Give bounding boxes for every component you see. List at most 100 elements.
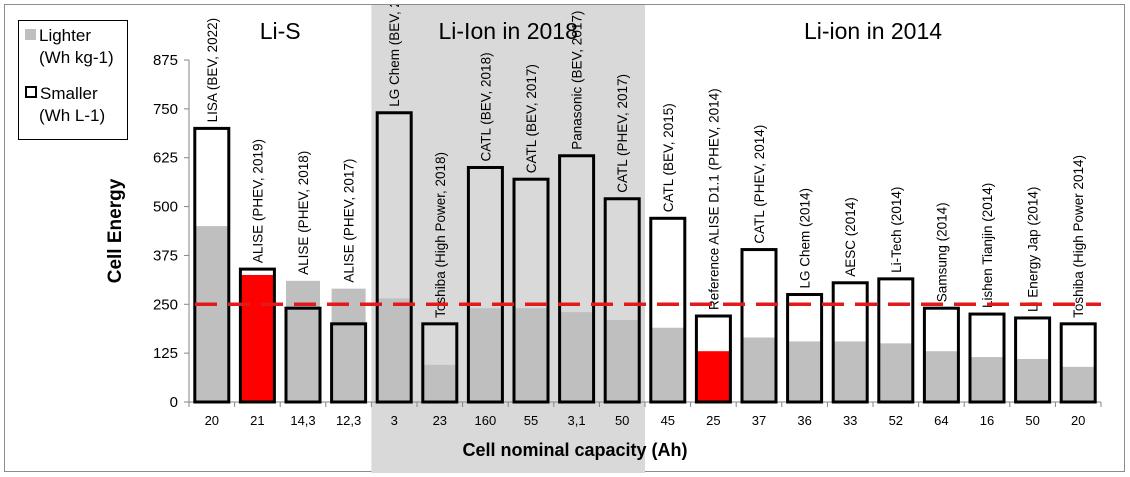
bar-label: ALISE (PHEV, 2019) (250, 139, 265, 263)
bar-gravimetric (422, 364, 457, 402)
x-tick-label: 20 (205, 413, 219, 428)
bar-volumetric (238, 267, 276, 404)
bar-volumetric (603, 197, 641, 404)
bar-label: AESC (2014) (843, 197, 858, 277)
y-tick-label: 500 (153, 199, 178, 216)
y-tick-label: 875 (153, 52, 178, 69)
bar-label: ALISE (PHEV, 2018) (296, 151, 311, 275)
y-tick-label: 0 (170, 394, 178, 411)
legend-sublabel: (Wh kg-1) (39, 48, 114, 67)
x-tick-label: 25 (706, 413, 720, 428)
bar-label: Toshiba (High Power, 2018) (433, 152, 448, 318)
bar-label: Li Energy Jap (2014) (1026, 187, 1041, 312)
bar-volumetric (649, 216, 687, 404)
bar-label: CATL (BEV, 2015) (661, 103, 676, 212)
x-axis-title: Cell nominal capacity (Ah) (462, 440, 687, 460)
bar-volumetric (1059, 322, 1097, 404)
group-title: Li-Ion in 2018 (439, 18, 578, 44)
x-tick-label: 36 (797, 413, 811, 428)
x-tick-label: 37 (752, 413, 766, 428)
legend-sublabel: (Wh L-1) (39, 106, 106, 125)
legend-swatch-gray (25, 29, 36, 40)
x-tick-label: 12,3 (336, 413, 361, 428)
bar-label: LISA (BEV, 2022) (205, 18, 220, 123)
x-tick-label: 50 (1025, 413, 1039, 428)
bar-gravimetric (377, 298, 412, 402)
x-tick-label: 21 (250, 413, 264, 428)
bar-gravimetric (1015, 359, 1050, 402)
group-shade (371, 5, 645, 473)
bar-gravimetric (1061, 366, 1096, 402)
bar-volumetric (284, 306, 322, 404)
bar-label: Lishen Tianjin (2014) (980, 183, 995, 308)
x-tick-label: 16 (980, 413, 994, 428)
x-tick-label: 55 (524, 413, 538, 428)
y-axis-title: Cell Energy (105, 178, 126, 283)
legend-label: Smaller (40, 84, 98, 103)
y-tick-label: 625 (153, 150, 178, 167)
x-tick-label: 45 (661, 413, 675, 428)
bar-volumetric (558, 154, 596, 404)
bar-gravimetric (194, 226, 229, 402)
legend-item-lighter: Lighter (Wh kg-1) (25, 25, 114, 69)
bar-gravimetric (331, 288, 366, 402)
bar-label: Samsung (2014) (934, 202, 949, 302)
x-tick-label: 64 (934, 413, 948, 428)
legend-label: Lighter (39, 26, 91, 45)
bar-gravimetric (742, 337, 776, 402)
bar-volumetric (330, 322, 368, 404)
legend-item-smaller: Smaller (Wh L-1) (25, 83, 105, 127)
bar-label: CATL (BEV, 2017) (524, 64, 539, 173)
legend-swatch-outline (25, 86, 37, 98)
bar-volumetric (193, 126, 231, 404)
y-tick-label: 125 (153, 345, 178, 362)
group-title: Li-ion in 2014 (804, 18, 942, 44)
bar-volumetric (694, 314, 732, 404)
x-tick-label: 23 (433, 413, 447, 428)
bar-chart: Li-S Li-Ion in 2018 Li-ion in 2014 0 125 250 3… (105, 5, 1102, 473)
bar-volumetric (831, 281, 869, 404)
y-tick-label: 250 (153, 296, 178, 313)
x-tick-label: 14,3 (290, 413, 315, 428)
x-tick-label: 20 (1071, 413, 1085, 428)
bar-label: Li-Tech (2014) (889, 187, 904, 273)
bar-volumetric (740, 248, 778, 404)
bar-label: LG Chem (BEV, 2018) (387, 5, 402, 107)
bar-gravimetric (970, 357, 1004, 402)
bar-volumetric (421, 322, 459, 404)
bar-label: Panasonic (BEV, 2017) (570, 11, 585, 150)
bar-volumetric (877, 277, 915, 404)
bar-gravimetric (833, 341, 868, 402)
bar-gravimetric (787, 341, 822, 402)
bar-gravimetric (286, 280, 320, 402)
x-tick-label: 3,1 (568, 413, 586, 428)
x-tick-label: 33 (843, 413, 857, 428)
legend: Lighter (Wh kg-1) Smaller (Wh L-1) (18, 20, 128, 140)
bar-volumetric (922, 306, 960, 404)
bar-volumetric (1014, 316, 1052, 404)
y-tick-label: 750 (153, 101, 178, 118)
bar-gravimetric (878, 343, 913, 402)
bar-label: ALISE (PHEV, 2017) (342, 159, 357, 283)
bar-gravimetric (240, 274, 275, 402)
x-tick-label: 3 (391, 413, 398, 428)
bar-volumetric (375, 111, 413, 404)
x-tick-label: 50 (615, 413, 629, 428)
bar-gravimetric (559, 312, 594, 402)
bar-gravimetric (468, 308, 503, 402)
bar-volumetric (512, 177, 550, 404)
y-tick-label: 375 (153, 247, 178, 264)
bar-volumetric (786, 293, 824, 404)
bar-label: Reference ALISE D1.1 (PHEV, 2014) (706, 88, 721, 310)
bar-gravimetric (696, 351, 731, 402)
bar-label: CATL (PHEV, 2014) (752, 125, 767, 244)
bar-gravimetric (514, 308, 548, 402)
bar-gravimetric (924, 351, 959, 402)
group-title: Li-S (260, 18, 301, 44)
x-tick-label: 52 (889, 413, 903, 428)
bar-volumetric (968, 312, 1006, 404)
x-tick-label: 160 (475, 413, 497, 428)
bar-gravimetric (650, 327, 685, 402)
bar-label: LG Chem (2014) (798, 188, 813, 289)
bar-label: Toshiba (High Power 2014) (1071, 155, 1086, 318)
